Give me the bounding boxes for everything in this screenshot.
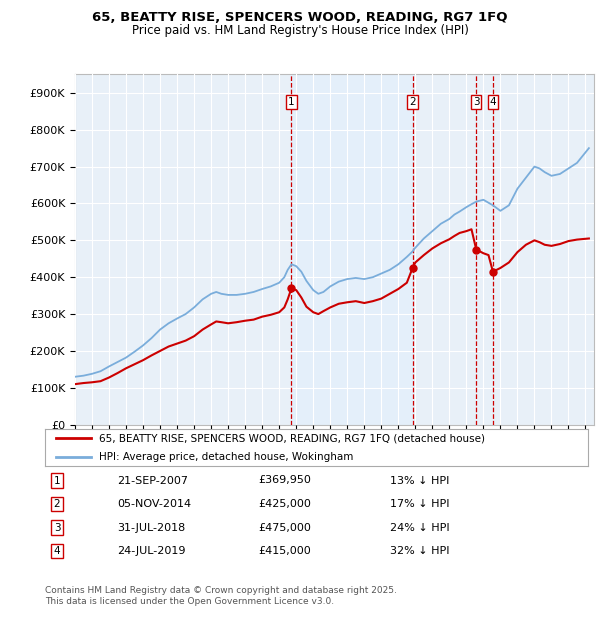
Text: £369,950: £369,950 [258,476,311,485]
Text: 31-JUL-2018: 31-JUL-2018 [117,523,185,533]
Text: 05-NOV-2014: 05-NOV-2014 [117,499,191,509]
Text: 3: 3 [473,97,479,107]
Text: 4: 4 [490,97,496,107]
Text: 2: 2 [409,97,416,107]
Bar [292,74,413,425]
Text: 65, BEATTY RISE, SPENCERS WOOD, READING, RG7 1FQ (detached house): 65, BEATTY RISE, SPENCERS WOOD, READING,… [100,433,485,443]
Text: This data is licensed under the Open Government Licence v3.0.: This data is licensed under the Open Gov… [45,597,334,606]
Text: 24% ↓ HPI: 24% ↓ HPI [390,523,449,533]
Text: 32% ↓ HPI: 32% ↓ HPI [390,546,449,556]
Text: £425,000: £425,000 [258,499,311,509]
Text: 17% ↓ HPI: 17% ↓ HPI [390,499,449,509]
Text: Contains HM Land Registry data © Crown copyright and database right 2025.: Contains HM Land Registry data © Crown c… [45,586,397,595]
Text: 1: 1 [53,476,61,485]
Text: HPI: Average price, detached house, Wokingham: HPI: Average price, detached house, Woki… [100,452,353,462]
Text: 13% ↓ HPI: 13% ↓ HPI [390,476,449,485]
Text: £475,000: £475,000 [258,523,311,533]
Text: £415,000: £415,000 [258,546,311,556]
Text: 2: 2 [53,499,61,509]
Text: 3: 3 [53,523,61,533]
Text: 4: 4 [53,546,61,556]
Text: 1: 1 [288,97,295,107]
Text: 21-SEP-2007: 21-SEP-2007 [117,476,188,485]
Text: Price paid vs. HM Land Registry's House Price Index (HPI): Price paid vs. HM Land Registry's House … [131,24,469,37]
Text: 65, BEATTY RISE, SPENCERS WOOD, READING, RG7 1FQ: 65, BEATTY RISE, SPENCERS WOOD, READING,… [92,11,508,24]
Text: 24-JUL-2019: 24-JUL-2019 [117,546,185,556]
